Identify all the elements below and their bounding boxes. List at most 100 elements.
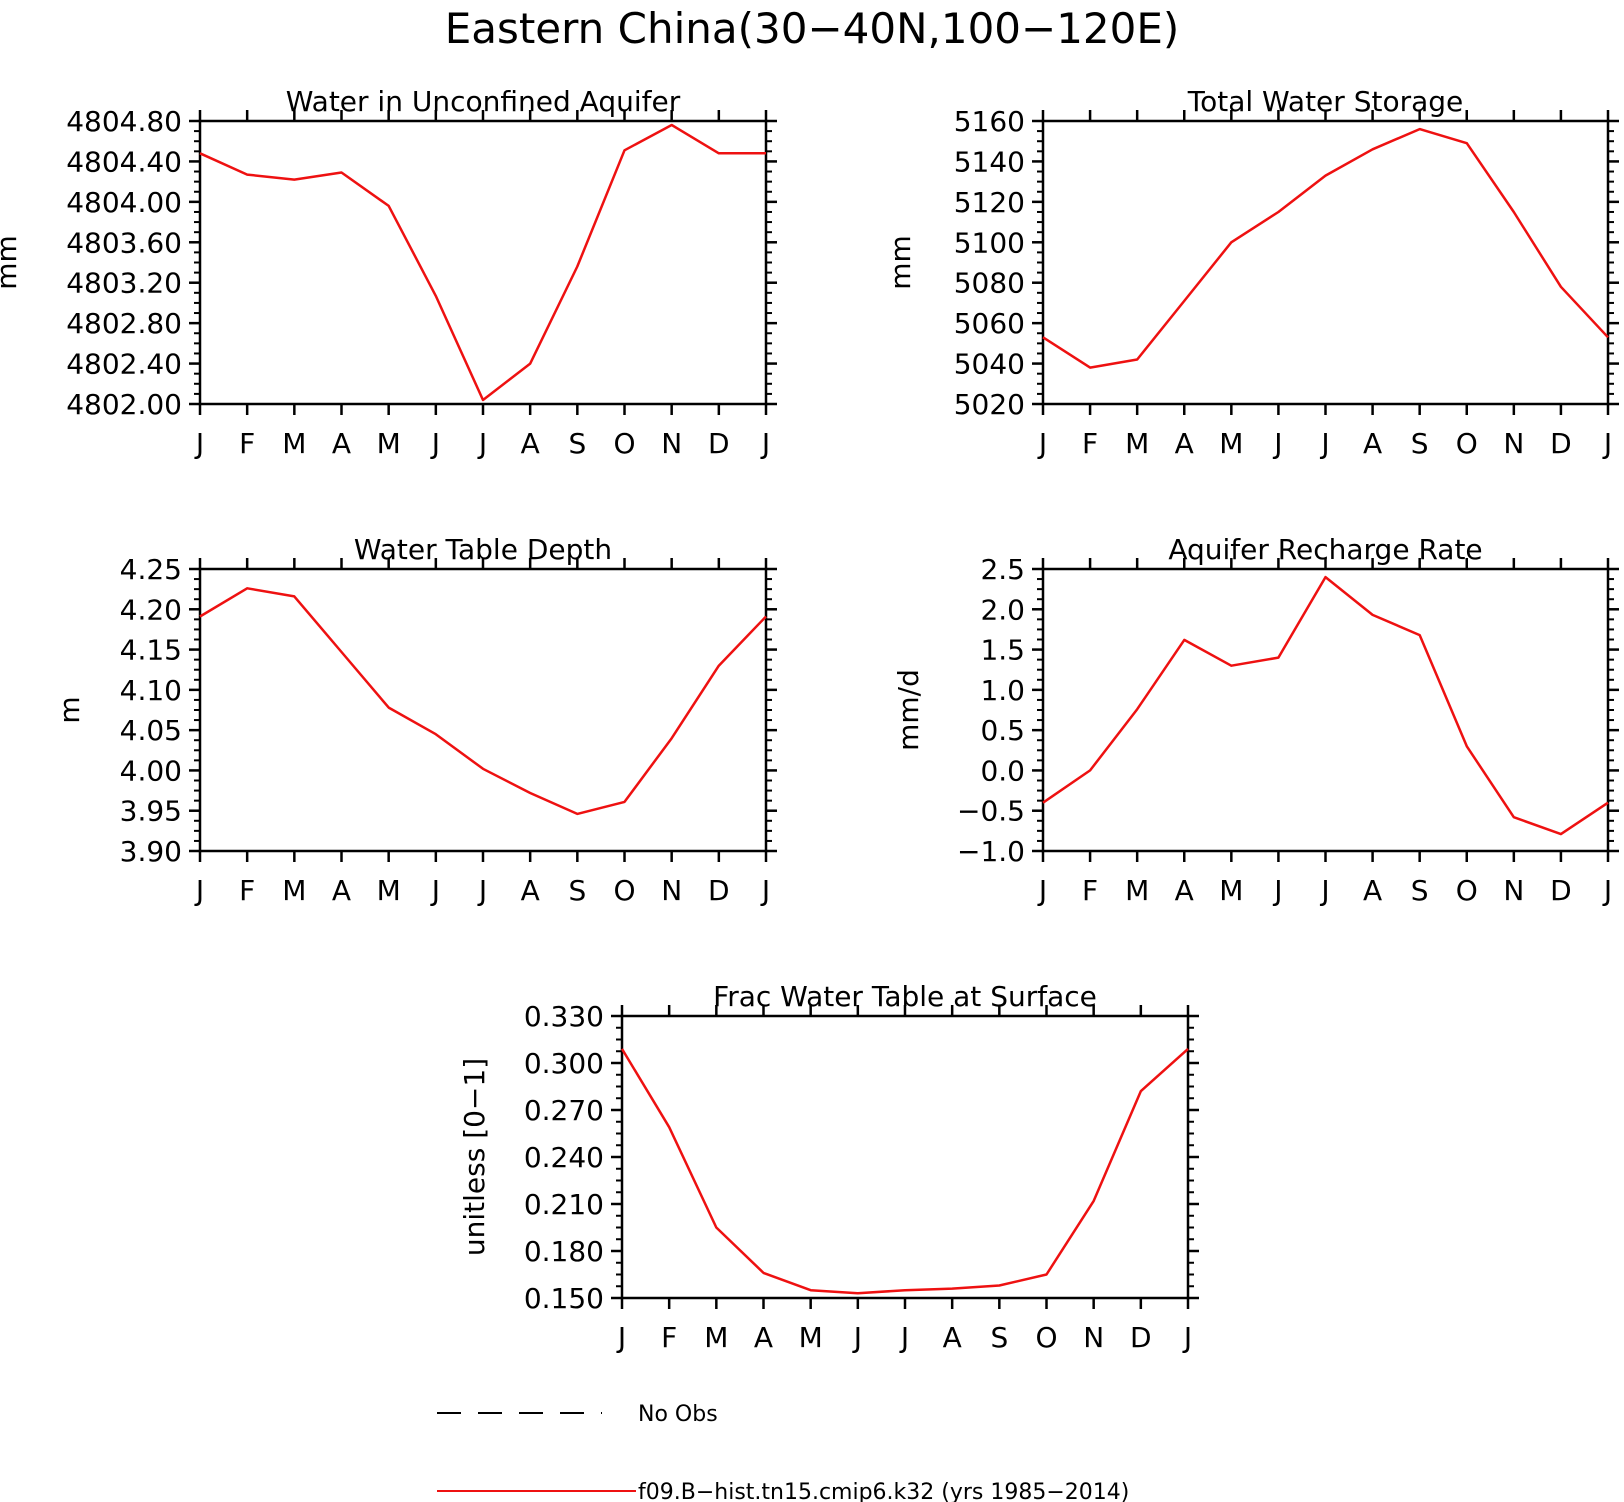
x-tick-label: M — [799, 1321, 823, 1354]
y-tick-label: 5140 — [954, 145, 1025, 178]
x-tick-label: O — [613, 427, 635, 460]
y-tick-label: 4.05 — [120, 714, 182, 747]
x-tick-label: M — [282, 427, 306, 460]
y-tick-label: 5020 — [954, 388, 1025, 421]
x-tick-label: J — [430, 427, 440, 460]
y-axis-label: m — [53, 696, 86, 723]
x-tick-label: S — [1411, 427, 1429, 460]
x-tick-label: D — [1550, 874, 1572, 907]
y-tick-label: 5120 — [954, 186, 1025, 219]
x-tick-label: J — [852, 1321, 862, 1354]
x-tick-label: N — [1503, 427, 1524, 460]
x-tick-label: A — [1363, 874, 1382, 907]
x-tick-label: S — [568, 427, 586, 460]
plot-frame — [198, 119, 768, 406]
y-tick-label: 4.20 — [120, 593, 182, 626]
x-tick-label: A — [332, 427, 351, 460]
x-tick-label: A — [521, 427, 540, 460]
x-tick-label: F — [239, 874, 255, 907]
x-tick-label: D — [708, 874, 730, 907]
y-tick-label: 4802.80 — [66, 307, 182, 340]
x-tick-label: J — [899, 1321, 909, 1354]
x-tick-label: J — [1037, 427, 1047, 460]
y-axis-label: mm — [884, 235, 917, 290]
y-tick-label: 4.10 — [120, 674, 182, 707]
y-tick-label: 3.90 — [120, 835, 182, 868]
x-tick-label: J — [760, 427, 770, 460]
x-tick-label: A — [1175, 427, 1194, 460]
y-axis-label: unitless [0−1] — [458, 1058, 491, 1256]
x-tick-label: A — [754, 1321, 773, 1354]
x-tick-label: J — [1602, 874, 1612, 907]
x-tick-label: F — [239, 427, 255, 460]
series-line — [1042, 127, 1609, 369]
plot-frame — [1041, 567, 1610, 853]
x-tick-label: J — [616, 1321, 626, 1354]
x-tick-label: M — [377, 427, 401, 460]
y-tick-label: 2.5 — [980, 553, 1025, 586]
y-tick-label: 0.210 — [524, 1188, 604, 1221]
y-tick-label: 0.150 — [524, 1282, 604, 1315]
x-tick-label: N — [1503, 874, 1524, 907]
y-tick-label: 0.5 — [980, 714, 1025, 747]
legend: No Obs f09.B−hist.tn15.cmip6.k32 (yrs 19… — [437, 1402, 1129, 1502]
x-tick-label: M — [377, 874, 401, 907]
y-tick-label: 2.0 — [980, 593, 1025, 626]
x-tick-label: J — [1182, 1321, 1192, 1354]
legend-obs-label: No Obs — [638, 1402, 718, 1427]
y-tick-label: 4.25 — [120, 553, 182, 586]
x-tick-label: O — [1035, 1321, 1057, 1354]
y-tick-label: 1.0 — [980, 674, 1025, 707]
y-tick-label: 0.270 — [524, 1094, 604, 1127]
x-tick-label: F — [1082, 427, 1098, 460]
x-tick-label: N — [661, 874, 682, 907]
x-tick-label: J — [430, 874, 440, 907]
y-tick-label: 4803.60 — [66, 226, 182, 259]
y-tick-label: 5160 — [954, 105, 1025, 138]
x-tick-label: S — [568, 874, 586, 907]
y-tick-label: 3.95 — [120, 795, 182, 828]
y-tick-label: −1.0 — [957, 835, 1025, 868]
x-tick-label: J — [1319, 427, 1329, 460]
x-tick-label: F — [661, 1321, 677, 1354]
x-tick-label: J — [1602, 427, 1612, 460]
series-line — [199, 123, 766, 402]
y-axis-label: mm — [0, 235, 23, 290]
y-tick-label: 0.300 — [524, 1047, 604, 1080]
x-tick-label: N — [1083, 1321, 1104, 1354]
y-tick-label: 0.180 — [524, 1235, 604, 1268]
x-tick-label: J — [1037, 874, 1047, 907]
x-tick-label: D — [708, 427, 730, 460]
y-tick-label: 4803.20 — [66, 267, 182, 300]
y-tick-label: 4804.00 — [66, 186, 182, 219]
y-tick-label: 5060 — [954, 307, 1025, 340]
y-tick-label: 4.00 — [120, 754, 182, 787]
x-tick-label: M — [1125, 874, 1149, 907]
x-tick-label: M — [704, 1321, 728, 1354]
x-tick-label: M — [1219, 427, 1243, 460]
x-tick-label: O — [1456, 874, 1478, 907]
y-tick-label: 5100 — [954, 226, 1025, 259]
x-tick-label: J — [1272, 874, 1282, 907]
x-tick-label: A — [1175, 874, 1194, 907]
series-line — [199, 587, 767, 816]
series-line — [1042, 575, 1609, 836]
x-tick-label: O — [613, 874, 635, 907]
y-tick-label: 5040 — [954, 348, 1025, 381]
x-tick-label: J — [760, 874, 770, 907]
x-tick-label: N — [661, 427, 682, 460]
x-tick-label: M — [282, 874, 306, 907]
x-tick-label: A — [332, 874, 351, 907]
x-tick-label: D — [1130, 1321, 1152, 1354]
plot-frame — [620, 1014, 1190, 1300]
x-tick-label: J — [194, 874, 204, 907]
y-tick-label: 4804.40 — [66, 145, 182, 178]
y-tick-label: 4.15 — [120, 634, 182, 667]
x-tick-label: A — [943, 1321, 962, 1354]
